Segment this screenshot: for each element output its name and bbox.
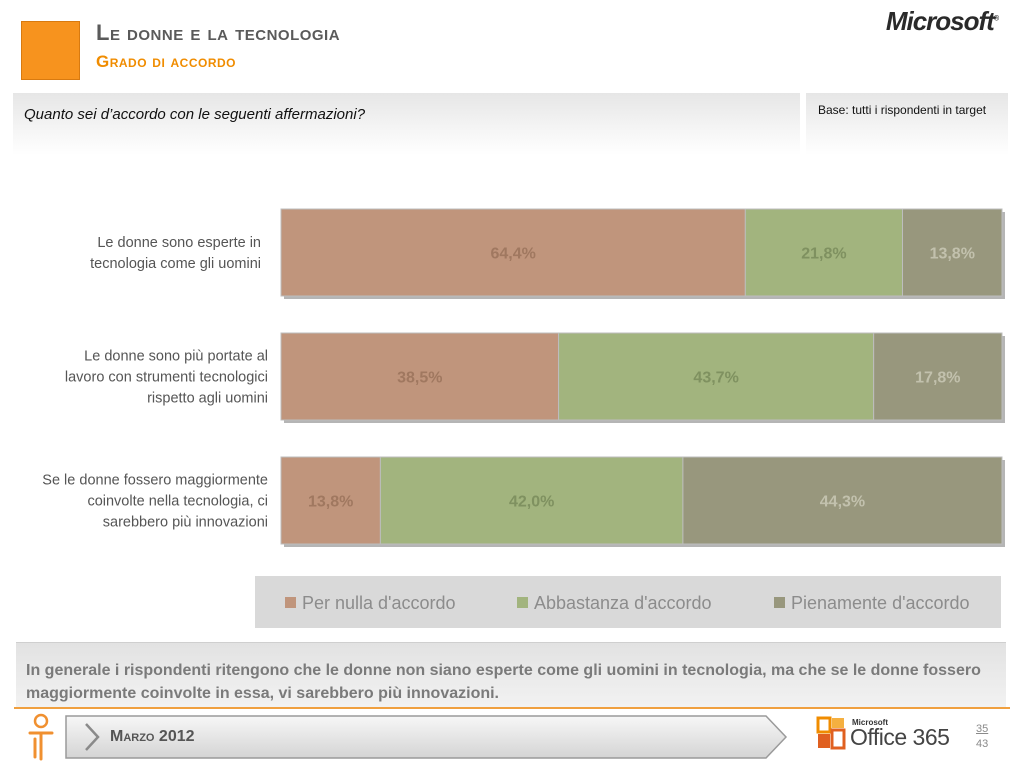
bar-segment (379, 456, 684, 545)
legend-swatch (774, 597, 785, 608)
data-label: 44,3% (820, 494, 865, 511)
office-product-name: Office 365 (850, 724, 950, 750)
legend-item-per-nulla: Per nulla d'accordo (285, 593, 456, 614)
bar-segment (558, 332, 875, 421)
legend-label: Pienamente d'accordo (791, 593, 970, 613)
office-icon (816, 716, 846, 750)
page-title: Le donne e la tecnologia (96, 20, 341, 45)
bar-segment (682, 456, 1003, 545)
legend-item-pienamente: Pienamente d'accordo (774, 593, 970, 614)
data-label: 38,5% (397, 370, 442, 387)
category-label: tecnologia come gli uomini (90, 256, 261, 272)
microsoft-logo-text: Microsoft (885, 6, 995, 36)
microsoft-logo: Microsoft® (885, 6, 999, 36)
office-brand-small: Microsoft (852, 718, 888, 727)
person-icon (28, 713, 54, 761)
conclusion-box: In generale i rispondenti ritengono che … (16, 642, 1006, 707)
category-label: rispetto agli uomini (147, 391, 268, 407)
question-box: Quanto sei d’accordo con le seguenti aff… (13, 93, 800, 155)
data-label: 13,8% (308, 494, 353, 511)
data-label: 43,7% (693, 370, 738, 387)
base-text: Base: tutti i rispondenti in target (818, 103, 987, 117)
data-label: 21,8% (801, 246, 846, 263)
footer-divider (14, 707, 1010, 709)
bar-segment (280, 456, 381, 545)
footer-date: Marzo 2012 (110, 728, 195, 745)
bar-segment (744, 208, 904, 297)
bar-segment (280, 208, 746, 297)
conclusion-text: In generale i rispondenti ritengono che … (26, 662, 981, 702)
legend-label: Abbastanza d'accordo (534, 593, 712, 613)
category-label: Le donne sono più portate al (84, 349, 268, 365)
footer-arrow-banner (65, 715, 788, 759)
bar-segment (902, 208, 1003, 297)
chart-legend: Per nulla d'accordo Abbastanza d'accordo… (255, 576, 1001, 628)
base-box: Base: tutti i rispondenti in target (806, 93, 1008, 155)
page-number: 35 43 (976, 722, 988, 752)
page-total: 43 (976, 738, 989, 750)
category-label: coinvolte nella tecnologia, ci (87, 494, 268, 510)
data-label: 64,4% (490, 246, 535, 263)
data-label: 13,8% (930, 246, 975, 263)
data-label: 42,0% (509, 494, 554, 511)
legend-swatch (285, 597, 296, 608)
orange-accent-square (21, 21, 80, 80)
page-current[interactable]: 35 (976, 723, 989, 735)
category-label: sarebbero più innovazioni (103, 515, 268, 531)
question-text: Quanto sei d’accordo con le seguenti aff… (24, 106, 366, 123)
legend-label: Per nulla d'accordo (302, 593, 456, 613)
page-subtitle: Grado di accordo (96, 52, 236, 71)
category-label: lavoro con strumenti tecnologici (65, 370, 268, 386)
legend-swatch (517, 597, 528, 608)
bar-segment (280, 332, 560, 421)
legend-item-abbastanza: Abbastanza d'accordo (517, 593, 712, 614)
category-label: Se le donne fossero maggiormente (42, 473, 268, 489)
bar-segment (873, 332, 1003, 421)
data-label: 17,8% (915, 370, 960, 387)
category-label: Le donne sono esperte in (97, 235, 261, 251)
